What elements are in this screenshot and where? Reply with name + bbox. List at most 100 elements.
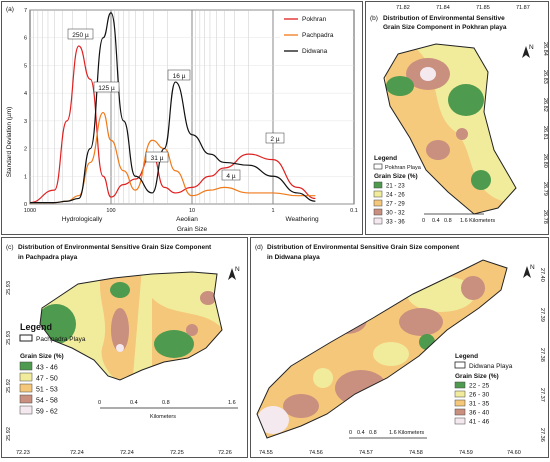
svg-text:Grain Size (%): Grain Size (%) <box>374 173 418 180</box>
x-ticks: 1000 100 10 1 0.1 <box>24 208 358 214</box>
svg-text:26.81: 26.81 <box>542 126 548 140</box>
pachpadra-outline <box>39 271 223 381</box>
y-tick: 4 <box>24 91 27 97</box>
panel-d-title-2: in Didwana playa <box>267 254 320 261</box>
svg-text:25.93: 25.93 <box>6 281 12 295</box>
series-didwana <box>30 12 316 204</box>
legend-didwana: Didwana <box>302 48 328 55</box>
legend-swatch <box>19 361 33 371</box>
legend-swatch <box>373 199 383 207</box>
north-arrow: N <box>523 264 535 278</box>
lon-tick-3: 71.85 <box>476 5 490 11</box>
panel-a-chart: (a) Standard Deviation (µm) Grain Size 0… <box>1 1 363 235</box>
y-axis-label: Standard Deviation (µm) <box>6 107 13 178</box>
legend-pachpadra: Pachpadra <box>302 32 334 39</box>
top-lon-ticks: 71.82 71.84 71.85 71.87 <box>396 5 530 11</box>
svg-text:27.40: 27.40 <box>539 268 545 282</box>
peak-4: 4 µ <box>221 169 241 181</box>
svg-text:26.78: 26.78 <box>542 210 548 224</box>
series-lines <box>29 12 316 204</box>
legend-class-label: 43 - 46 <box>36 365 58 372</box>
panel-b-tag: (b) <box>370 15 378 22</box>
y-tick: 0 <box>24 202 27 208</box>
panel-d-tag: (d) <box>255 244 263 251</box>
legend-class-label: 36 - 40 <box>469 410 490 417</box>
legend-swatch <box>19 383 33 393</box>
north-arrow: N <box>228 266 240 280</box>
lon-tick-4: 71.87 <box>516 5 530 11</box>
svg-text:0: 0 <box>349 430 352 436</box>
pokhran-legend: Legend Pokhran Playa Grain Size (%) 21 -… <box>373 155 422 226</box>
svg-text:25.92: 25.92 <box>6 427 12 441</box>
svg-text:72.24: 72.24 <box>120 450 134 456</box>
legend-swatch <box>454 417 466 425</box>
panel-d-map: (d) Distribution of Environmental Sensit… <box>250 237 549 458</box>
svg-text:25.92: 25.92 <box>6 379 12 393</box>
legend-swatch <box>454 399 466 407</box>
panel-b-title-1: Distribution of Environmental Sensitive <box>383 15 505 22</box>
zone-hydrologically: Hydrologically <box>62 216 103 223</box>
legend-swatch <box>373 190 383 198</box>
x-axis-label: Grain Size <box>177 226 208 233</box>
svg-text:1.6 Kilometers: 1.6 Kilometers <box>389 430 424 436</box>
pachpadra-legend: Legend Pachpadra Playa Grain Size (%) 43… <box>19 322 86 416</box>
panel-c-title-2: in Pachpadra playa <box>18 254 78 261</box>
x-tick: 1000 <box>24 208 36 214</box>
svg-text:74.55: 74.55 <box>259 450 273 456</box>
pokhran-map: (b) Distribution of Environmental Sensit… <box>370 5 548 226</box>
peak-16: 16 µ <box>167 69 191 81</box>
pachpadra-scale: 0 0.4 0.8 1.6 Kilometers <box>98 400 238 420</box>
svg-text:26.80: 26.80 <box>542 154 548 168</box>
svg-text:25.93: 25.93 <box>6 331 12 345</box>
y-tick: 2 <box>24 147 27 153</box>
panel-c-map: (c) Distribution of Environmental Sensit… <box>1 237 248 458</box>
svg-text:0.8: 0.8 <box>369 430 377 436</box>
svg-text:27.38: 27.38 <box>539 348 545 362</box>
x-tick: 1 <box>271 208 274 214</box>
legend-swatch <box>454 390 466 398</box>
y-tick: 7 <box>24 8 27 14</box>
svg-text:Pokhran Playa: Pokhran Playa <box>385 165 422 171</box>
didwana-legend: Legend Didwana Playa Grain Size (%) 22 -… <box>454 353 513 426</box>
didwana-map: (d) Distribution of Environmental Sensit… <box>255 244 545 456</box>
pachpadra-zones <box>40 272 222 380</box>
svg-text:0.4: 0.4 <box>130 400 138 406</box>
svg-text:16 µ: 16 µ <box>173 73 186 80</box>
panel-a-tag: (a) <box>6 6 14 13</box>
svg-text:1.6: 1.6 <box>228 400 236 406</box>
legend-swatch <box>454 408 466 416</box>
left-lat-ticks: 25.93 25.93 25.92 25.92 <box>6 281 12 441</box>
svg-text:N: N <box>235 266 240 273</box>
svg-text:74.59: 74.59 <box>459 450 473 456</box>
svg-text:26.79: 26.79 <box>542 182 548 196</box>
legend-class-label: 47 - 50 <box>36 376 58 383</box>
x-tick: 0.1 <box>350 208 358 214</box>
peak-250: 250 µ <box>67 28 94 40</box>
lon-tick-2: 71.84 <box>436 5 450 11</box>
legend-swatch <box>373 181 383 189</box>
svg-text:26.83: 26.83 <box>542 70 548 84</box>
pokhran-scale: 0 0.4 0.8 1.6 Kilometers <box>422 213 495 224</box>
svg-text:Legend: Legend <box>374 155 397 162</box>
panel-b-title-2: Grain Size Component in Pokhran playa <box>383 24 507 31</box>
legend-class-label: 21 - 23 <box>386 184 405 190</box>
svg-text:74.57: 74.57 <box>359 450 373 456</box>
svg-text:72.24: 72.24 <box>70 450 84 456</box>
lon-tick-1: 71.82 <box>396 5 410 11</box>
legend-class-label: 33 - 36 <box>386 220 405 226</box>
panel-d-title-1: Distribution of Environmental Sensitive … <box>267 244 460 251</box>
legend-swatch <box>454 381 466 389</box>
peak-125: 125 µ <box>93 81 120 93</box>
chart-legend: Pokhran Pachpadra Didwana <box>280 12 352 56</box>
svg-text:31 µ: 31 µ <box>151 155 164 162</box>
peak-31: 31 µ <box>145 151 169 163</box>
zone-aeolian: Aeolian <box>176 216 198 223</box>
legend-swatch <box>373 208 383 216</box>
svg-text:Grain Size (%): Grain Size (%) <box>20 353 64 360</box>
bottom-lon-ticks: 74.55 74.56 74.57 74.58 74.59 74.60 <box>259 450 521 456</box>
svg-text:74.58: 74.58 <box>409 450 423 456</box>
y-tick: 6 <box>24 36 27 42</box>
panel-c-tag: (c) <box>6 244 14 251</box>
legend-class-label: 51 - 53 <box>36 387 58 394</box>
svg-text:27.36: 27.36 <box>539 428 545 442</box>
